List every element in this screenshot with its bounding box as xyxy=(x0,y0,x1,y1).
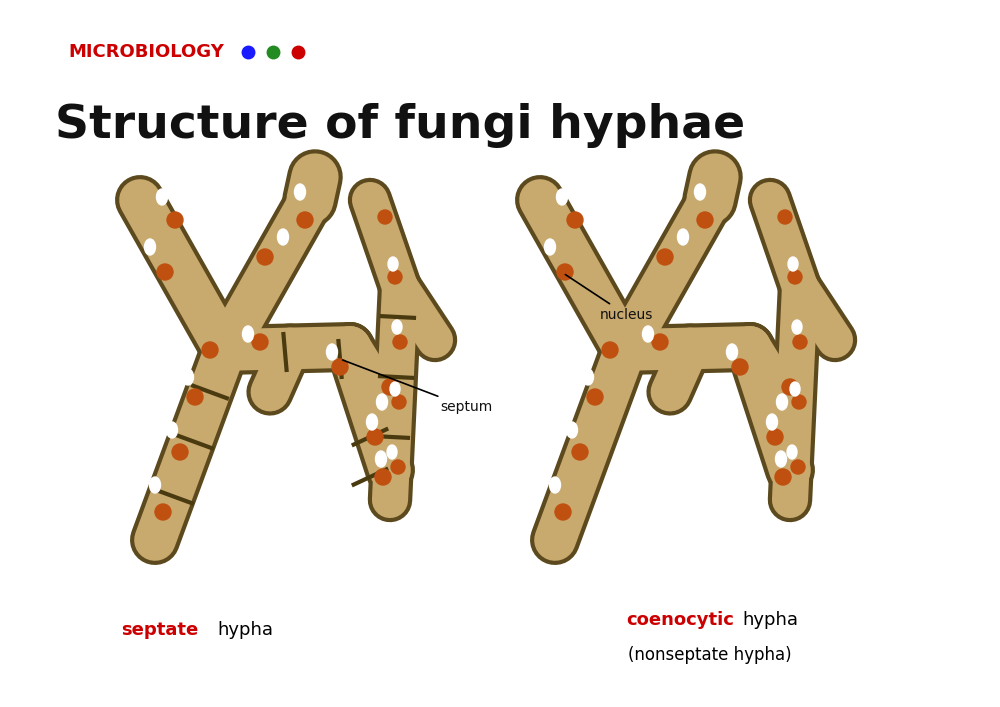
Ellipse shape xyxy=(678,229,688,245)
Ellipse shape xyxy=(278,229,288,245)
Circle shape xyxy=(782,379,798,395)
Circle shape xyxy=(572,444,588,460)
Circle shape xyxy=(375,469,391,485)
Ellipse shape xyxy=(144,239,156,255)
Circle shape xyxy=(257,249,273,265)
Circle shape xyxy=(652,334,668,350)
Ellipse shape xyxy=(388,257,398,271)
Ellipse shape xyxy=(150,477,160,493)
Circle shape xyxy=(793,335,807,349)
Circle shape xyxy=(297,212,313,228)
Circle shape xyxy=(557,264,573,280)
Circle shape xyxy=(792,395,806,409)
Ellipse shape xyxy=(366,414,378,430)
Ellipse shape xyxy=(726,344,738,360)
Ellipse shape xyxy=(566,422,578,438)
Ellipse shape xyxy=(326,344,338,360)
Ellipse shape xyxy=(790,382,800,396)
Ellipse shape xyxy=(392,320,402,334)
Ellipse shape xyxy=(582,369,594,385)
Ellipse shape xyxy=(156,189,168,205)
Circle shape xyxy=(791,460,805,474)
Text: nucleus: nucleus xyxy=(565,274,653,322)
Text: hypha: hypha xyxy=(217,621,273,639)
Ellipse shape xyxy=(387,445,397,459)
Circle shape xyxy=(187,389,203,405)
Circle shape xyxy=(252,334,268,350)
Circle shape xyxy=(391,460,405,474)
Circle shape xyxy=(388,270,402,284)
Circle shape xyxy=(778,210,792,224)
Ellipse shape xyxy=(776,394,788,410)
Circle shape xyxy=(555,504,571,520)
Circle shape xyxy=(367,429,383,445)
Circle shape xyxy=(392,395,406,409)
Ellipse shape xyxy=(792,320,802,334)
Ellipse shape xyxy=(390,382,400,396)
Text: coenocytic: coenocytic xyxy=(626,611,734,629)
Ellipse shape xyxy=(182,369,194,385)
Text: septum: septum xyxy=(343,360,492,414)
Circle shape xyxy=(602,342,618,358)
Ellipse shape xyxy=(376,451,386,467)
Circle shape xyxy=(657,249,673,265)
Ellipse shape xyxy=(550,477,560,493)
Ellipse shape xyxy=(788,257,798,271)
Circle shape xyxy=(767,429,783,445)
Circle shape xyxy=(587,389,603,405)
Ellipse shape xyxy=(556,189,568,205)
Circle shape xyxy=(202,342,218,358)
Circle shape xyxy=(167,212,183,228)
Circle shape xyxy=(332,359,348,375)
Circle shape xyxy=(382,379,398,395)
Ellipse shape xyxy=(767,414,778,430)
Text: Structure of fungi hyphae: Structure of fungi hyphae xyxy=(55,103,745,148)
Ellipse shape xyxy=(294,184,306,200)
Ellipse shape xyxy=(787,445,797,459)
Circle shape xyxy=(393,335,407,349)
Ellipse shape xyxy=(776,451,786,467)
Circle shape xyxy=(567,212,583,228)
Circle shape xyxy=(157,264,173,280)
Circle shape xyxy=(172,444,188,460)
Circle shape xyxy=(378,210,392,224)
Ellipse shape xyxy=(544,239,556,255)
Text: (nonseptate hypha): (nonseptate hypha) xyxy=(628,646,792,664)
Circle shape xyxy=(697,212,713,228)
Ellipse shape xyxy=(166,422,178,438)
Ellipse shape xyxy=(242,326,254,342)
Text: septate: septate xyxy=(121,621,199,639)
Circle shape xyxy=(732,359,748,375)
Text: MICROBIOLOGY: MICROBIOLOGY xyxy=(68,43,224,61)
Ellipse shape xyxy=(642,326,654,342)
Ellipse shape xyxy=(376,394,388,410)
Circle shape xyxy=(155,504,171,520)
Ellipse shape xyxy=(694,184,706,200)
Text: hypha: hypha xyxy=(742,611,798,629)
Circle shape xyxy=(788,270,802,284)
Circle shape xyxy=(775,469,791,485)
